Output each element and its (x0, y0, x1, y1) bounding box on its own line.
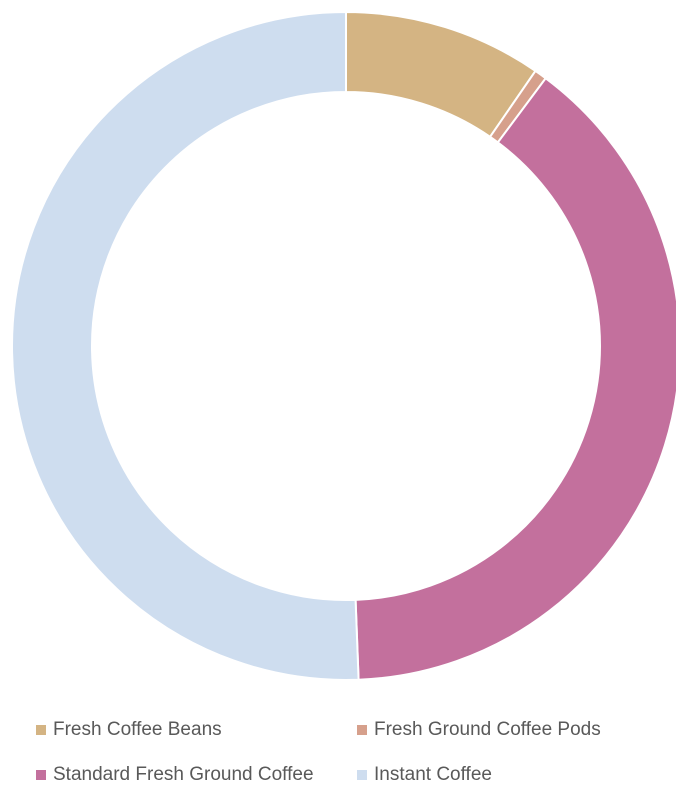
donut-slice-instant-coffee (11, 10, 360, 681)
legend-swatch (357, 725, 367, 735)
legend-item-fresh-coffee-beans: Fresh Coffee Beans (36, 719, 222, 741)
legend-item-standard-fresh-ground-coffee: Standard Fresh Ground Coffee (36, 764, 314, 786)
legend-item-fresh-ground-coffee-pods: Fresh Ground Coffee Pods (357, 719, 601, 741)
legend-swatch (36, 770, 46, 780)
legend-swatch (357, 770, 367, 780)
legend-label: Instant Coffee (374, 764, 492, 785)
legend-swatch (36, 725, 46, 735)
legend-label: Fresh Ground Coffee Pods (374, 719, 601, 740)
legend-label: Fresh Coffee Beans (53, 719, 222, 740)
donut-chart (11, 10, 676, 681)
legend-item-instant-coffee: Instant Coffee (357, 764, 492, 786)
legend-label: Standard Fresh Ground Coffee (53, 764, 314, 785)
legend: Fresh Coffee Beans Fresh Ground Coffee P… (0, 712, 676, 788)
donut-slice-standard-fresh-ground-coffee (354, 76, 676, 681)
